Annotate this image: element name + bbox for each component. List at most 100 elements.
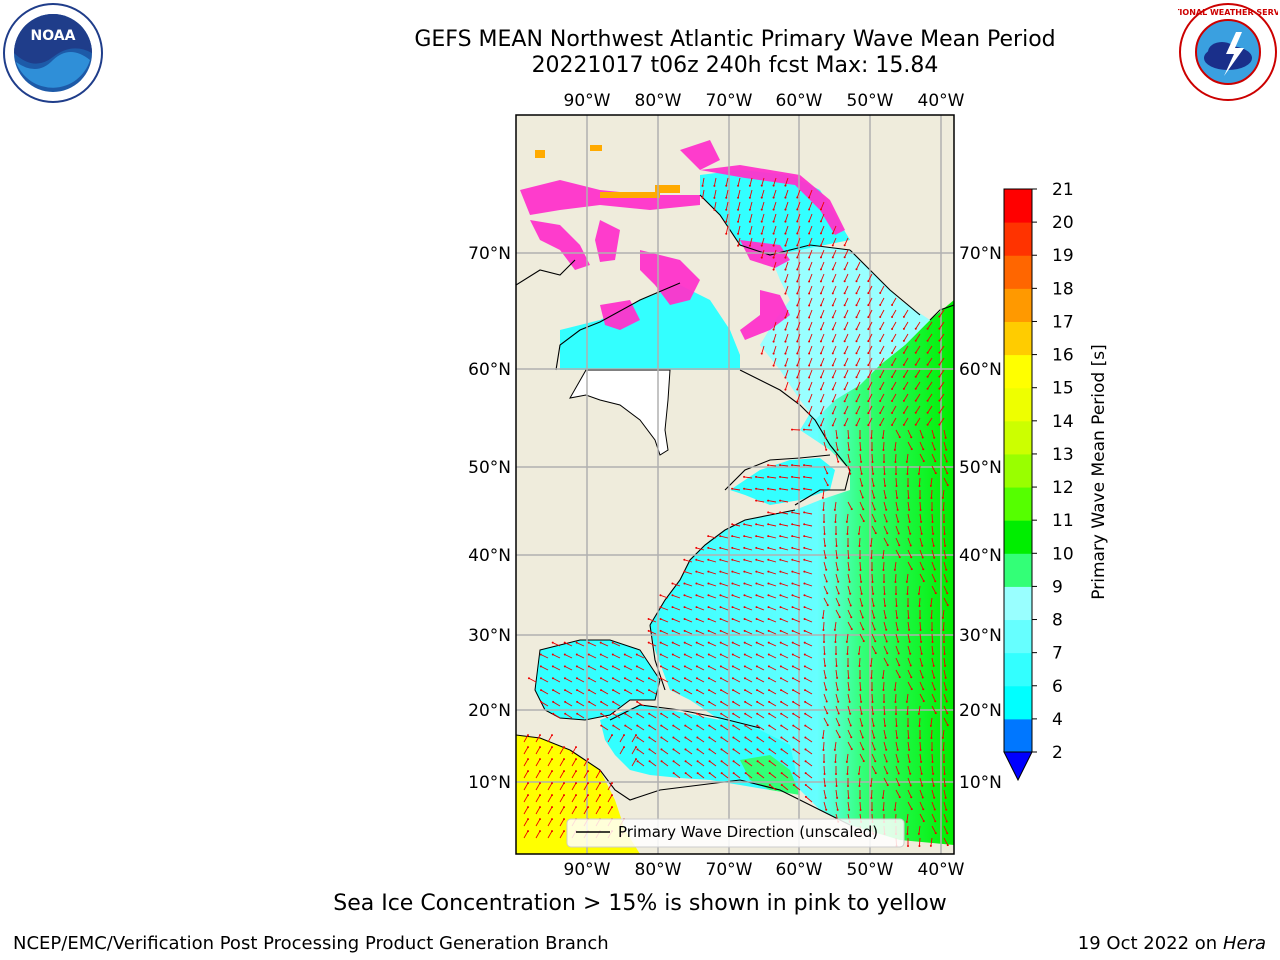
wave-arrow — [907, 645, 911, 654]
wave-arrow-head — [898, 784, 901, 787]
wave-arrow-head — [826, 712, 829, 715]
wave-arrow — [595, 806, 601, 815]
wave-arrow-head — [755, 665, 758, 668]
wave-arrow — [721, 760, 729, 767]
wave-arrow — [720, 642, 729, 647]
wave-arrow-head — [907, 485, 909, 487]
wave-arrow-head — [803, 606, 806, 609]
wave-arrow-head — [792, 783, 795, 786]
wave-arrow — [540, 701, 549, 707]
wave-arrow — [733, 737, 741, 743]
wave-arrow — [673, 725, 681, 731]
wave-arrow — [835, 585, 840, 594]
wave-arrow — [708, 559, 717, 563]
wave-arrow-head — [932, 532, 935, 535]
colorbar-tick-label: 12 — [1052, 478, 1074, 498]
wave-arrow-head — [944, 544, 947, 547]
wave-arrow-head — [720, 736, 723, 739]
wave-arrow-head — [563, 746, 565, 749]
wave-arrow-head — [897, 772, 900, 775]
wave-arrow-head — [731, 570, 734, 573]
wave-arrow-head — [847, 796, 850, 799]
wave-arrow — [919, 777, 923, 786]
wave-arrow — [713, 189, 717, 198]
wave-arrow — [761, 225, 765, 234]
wave-arrow — [757, 748, 765, 755]
wave-arrow — [720, 701, 729, 707]
wave-arrow-head — [659, 594, 662, 597]
wave-arrow-head — [861, 484, 864, 487]
wave-arrow — [906, 573, 909, 582]
wave-arrow — [588, 701, 597, 707]
wave-arrow — [856, 405, 861, 414]
wave-arrow-head — [659, 665, 662, 668]
wave-arrow — [931, 813, 936, 822]
wave-arrow-head — [767, 570, 770, 573]
wave-arrow-head — [743, 558, 746, 561]
wave-arrow-head — [780, 748, 783, 751]
wave-arrow-head — [743, 677, 746, 680]
wave-arrow-head — [803, 570, 806, 573]
date-stamp: 19 Oct 2022 on Hera — [1078, 933, 1266, 954]
wave-arrow — [943, 813, 948, 822]
wave-arrow-head — [767, 487, 770, 490]
wave-arrow-head — [833, 628, 836, 631]
wave-arrow — [636, 689, 645, 695]
wave-arrow-head — [791, 665, 794, 668]
wave-arrow-head — [527, 746, 529, 749]
wave-arrow-head — [831, 388, 834, 391]
wave-arrow-head — [869, 664, 872, 667]
wave-arrow — [931, 513, 934, 523]
wave-arrow — [613, 725, 621, 731]
wave-arrow-head — [872, 472, 875, 475]
wave-arrow-head — [945, 700, 948, 703]
wave-arrow — [660, 654, 669, 659]
wave-arrow-head — [855, 376, 858, 379]
wave-arrow-head — [906, 832, 909, 835]
wave-arrow-head — [648, 712, 651, 715]
wave-arrow — [930, 837, 933, 846]
wave-arrow — [823, 777, 826, 786]
wave-arrow-head — [772, 256, 775, 259]
lat-label: 10°N — [959, 773, 1002, 793]
wave-arrow — [939, 321, 945, 329]
chart-title: GEFS MEAN Northwest Atlantic Primary Wav… — [414, 27, 1056, 52]
wave-arrow-head — [938, 387, 941, 390]
wave-arrow — [744, 630, 753, 635]
wave-arrow — [823, 645, 826, 655]
wave-arrow-head — [837, 580, 840, 583]
wave-arrow-head — [791, 546, 794, 549]
wave-arrow — [859, 477, 863, 486]
wave-arrow — [808, 357, 813, 366]
wave-arrow-head — [671, 606, 674, 609]
wave-arrow — [708, 701, 717, 707]
wave-arrow-head — [683, 641, 686, 644]
wave-arrow — [822, 501, 825, 511]
wave-arrow — [672, 677, 681, 683]
wave-arrow — [673, 737, 681, 743]
wave-arrow — [879, 297, 885, 306]
wave-arrow-head — [920, 520, 923, 523]
wave-arrow-head — [914, 399, 917, 402]
wave-arrow — [939, 417, 945, 425]
wave-arrow — [576, 677, 585, 683]
wave-arrow — [820, 345, 825, 354]
wave-arrow — [943, 669, 947, 678]
wave-arrow — [756, 594, 765, 599]
wave-arrow — [820, 369, 825, 378]
wave-arrow — [931, 441, 936, 450]
wave-arrow — [846, 765, 849, 775]
wave-arrow-head — [599, 782, 601, 785]
wave-arrow — [847, 621, 853, 630]
wave-arrow — [559, 782, 565, 791]
wave-arrow — [696, 594, 705, 599]
wave-arrow-head — [879, 352, 882, 355]
wave-arrow — [780, 523, 789, 527]
wave-arrow-head — [672, 712, 675, 715]
wave-arrow — [737, 225, 741, 234]
colorbar-tick-label: 2 — [1052, 743, 1063, 763]
wave-arrow-head — [891, 399, 894, 402]
wave-arrow — [792, 618, 801, 623]
wave-arrow — [761, 177, 765, 186]
wave-arrow — [733, 760, 741, 767]
